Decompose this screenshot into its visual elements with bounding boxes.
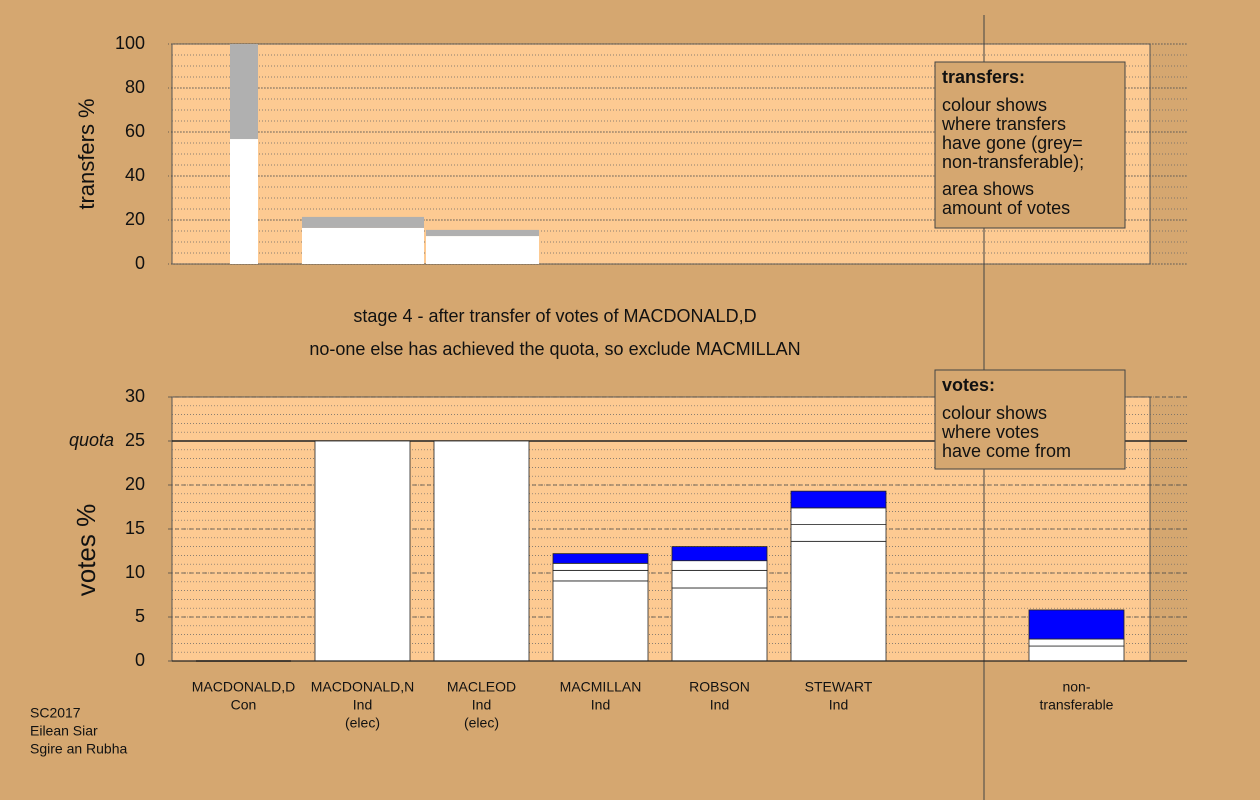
stage-note: no-one else has achieved the quota, so e… bbox=[309, 339, 800, 359]
bar-segment bbox=[671, 546, 768, 562]
legend-box bbox=[934, 61, 1126, 229]
x-tick-label: Ind bbox=[353, 697, 372, 713]
y-tick-label: 5 bbox=[135, 606, 145, 626]
bar-segment bbox=[433, 440, 530, 662]
bar-segment bbox=[1028, 638, 1125, 647]
y-tick-label: 40 bbox=[125, 165, 145, 185]
x-tick-label: MACDONALD,D bbox=[192, 679, 295, 695]
quota-label: quota bbox=[69, 430, 114, 450]
bar-segment bbox=[552, 569, 649, 582]
x-tick-label: Ind bbox=[472, 697, 491, 713]
x-tick-label: MACMILLAN bbox=[560, 679, 642, 695]
bar-segment bbox=[1028, 645, 1125, 662]
legend-title: transfers: bbox=[942, 67, 1025, 87]
legend-box bbox=[934, 369, 1126, 470]
legend-text: where votes bbox=[941, 422, 1039, 442]
x-tick-label: ROBSON bbox=[689, 679, 750, 695]
x-tick-label: Con bbox=[231, 697, 257, 713]
bar-segment bbox=[790, 490, 887, 509]
x-tick-label: transferable bbox=[1040, 697, 1114, 713]
legend-text: where transfers bbox=[941, 114, 1066, 134]
x-tick-label: (elec) bbox=[345, 715, 380, 731]
stage-note: stage 4 - after transfer of votes of MAC… bbox=[353, 306, 756, 326]
y-tick-label: 20 bbox=[125, 209, 145, 229]
x-tick-label: Ind bbox=[829, 697, 848, 713]
legend-text: colour shows bbox=[942, 95, 1047, 115]
legend-text: area shows bbox=[942, 179, 1034, 199]
x-tick-label: Ind bbox=[710, 697, 729, 713]
bar-segment bbox=[230, 139, 258, 264]
bar-segment bbox=[426, 236, 539, 264]
legend-title: votes: bbox=[942, 375, 995, 395]
legend-text: have come from bbox=[942, 441, 1071, 461]
bar-segment bbox=[230, 44, 258, 140]
x-tick-label: MACDONALD,N bbox=[311, 679, 414, 695]
y-tick-label: 100 bbox=[115, 33, 145, 53]
x-tick-label: STEWART bbox=[805, 679, 873, 695]
legend-text: have gone (grey= bbox=[942, 133, 1083, 153]
y-tick-label: 0 bbox=[135, 650, 145, 670]
y-tick-label: 80 bbox=[125, 77, 145, 97]
bar-segment bbox=[790, 524, 887, 542]
footer: SC2017 bbox=[30, 705, 81, 721]
bar-segment bbox=[314, 440, 411, 662]
legend-text: amount of votes bbox=[942, 198, 1070, 218]
y-axis-label: votes % bbox=[71, 504, 101, 597]
y-tick-label: 0 bbox=[135, 253, 145, 273]
x-tick-label: Ind bbox=[591, 697, 610, 713]
y-tick-label: 25 bbox=[125, 430, 145, 450]
x-tick-label: (elec) bbox=[464, 715, 499, 731]
bar-segment bbox=[671, 587, 768, 662]
y-tick-label: 15 bbox=[125, 518, 145, 538]
footer: Eilean Siar bbox=[30, 723, 98, 739]
x-tick-label: non- bbox=[1062, 679, 1090, 695]
legend-text: colour shows bbox=[942, 403, 1047, 423]
bar-segment bbox=[552, 553, 649, 564]
y-tick-label: 60 bbox=[125, 121, 145, 141]
y-tick-label: 30 bbox=[125, 386, 145, 406]
y-axis-label: transfers % bbox=[74, 98, 99, 209]
legend-text: non-transferable); bbox=[942, 152, 1084, 172]
bar-segment bbox=[671, 560, 768, 571]
y-tick-label: 20 bbox=[125, 474, 145, 494]
bar-segment bbox=[552, 580, 649, 662]
bar-segment bbox=[671, 569, 768, 589]
bar-segment bbox=[426, 229, 539, 237]
x-tick-label: MACLEOD bbox=[447, 679, 516, 695]
bar-segment bbox=[302, 227, 424, 264]
bar-segment bbox=[552, 562, 649, 571]
bar-segment bbox=[1028, 609, 1125, 640]
bar-segment bbox=[302, 216, 424, 228]
bar-segment bbox=[790, 507, 887, 526]
footer: Sgire an Rubha bbox=[30, 741, 128, 757]
y-tick-label: 10 bbox=[125, 562, 145, 582]
bar-segment bbox=[790, 540, 887, 662]
